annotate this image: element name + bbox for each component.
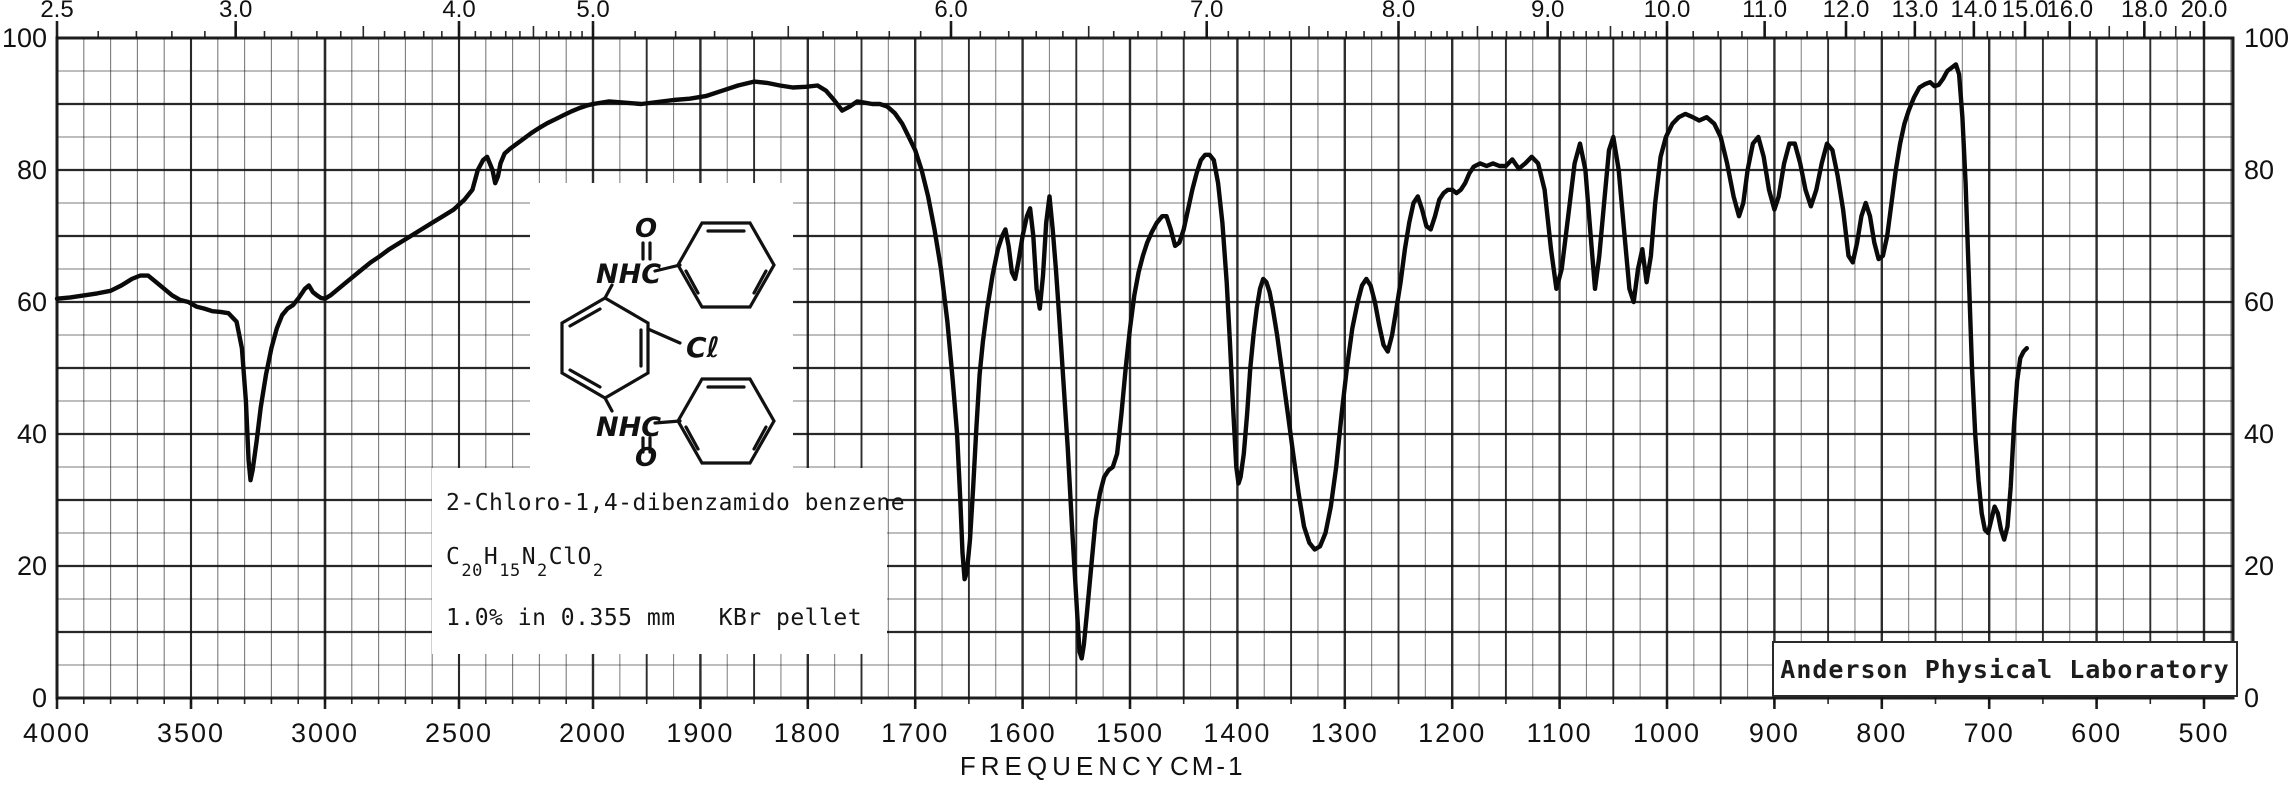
svg-text:3.0: 3.0 (219, 0, 252, 23)
x-axis-title: FREQUENCY (960, 751, 1168, 781)
svg-text:6.0: 6.0 (934, 0, 967, 23)
svg-text:4000: 4000 (23, 718, 91, 748)
bottom-axis-frequency: 4000 3500 3000 2500 2000 1900 1800 1700 1600 1500… (23, 698, 2229, 781)
molecule-structure: O NHC Cℓ NHC O (560, 214, 776, 473)
svg-text:9.0: 9.0 (1531, 0, 1564, 23)
svg-text:4.0: 4.0 (442, 0, 475, 23)
svg-text:12.0: 12.0 (1823, 0, 1870, 23)
svg-text:20: 20 (2244, 551, 2274, 581)
structure-drawing-box: O NHC Cℓ NHC O (530, 183, 793, 473)
spectrum-curve (54, 62, 2029, 661)
svg-text:100: 100 (2, 23, 47, 53)
svg-text:15.0: 15.0 (2002, 0, 2049, 23)
grid (55, 36, 2235, 700)
svg-text:14.0: 14.0 (1950, 0, 1997, 23)
compound-name: 2-Chloro-1,4-dibenzamido benzene (446, 490, 906, 516)
svg-text:800: 800 (1856, 718, 1907, 748)
x-axis-units: CM-1 (1170, 751, 1246, 781)
bottom-amide-label: NHC (596, 412, 661, 443)
svg-text:13.0: 13.0 (1891, 0, 1938, 23)
laboratory-stamp: Anderson Physical Laboratory (1772, 641, 2238, 697)
svg-text:1100: 1100 (1527, 718, 1593, 748)
svg-text:20: 20 (17, 551, 47, 581)
svg-text:7.0: 7.0 (1190, 0, 1223, 23)
svg-text:2.5: 2.5 (40, 0, 73, 23)
svg-text:1600: 1600 (989, 718, 1057, 748)
svg-text:1900: 1900 (666, 718, 734, 748)
svg-text:20.0: 20.0 (2181, 0, 2228, 23)
svg-text:60: 60 (2244, 287, 2274, 317)
svg-text:500: 500 (2178, 718, 2229, 748)
sample-info-box: 2-Chloro-1,4-dibenzamido benzene C20H15N… (432, 468, 906, 654)
svg-text:1300: 1300 (1311, 718, 1379, 748)
svg-text:40: 40 (17, 419, 47, 449)
svg-text:100: 100 (2244, 23, 2289, 53)
svg-text:1800: 1800 (774, 718, 842, 748)
svg-text:3000: 3000 (291, 718, 359, 748)
svg-text:0: 0 (32, 683, 47, 713)
top-axis-microns: 2.5 3.0 4.0 5.0 6.0 7.0 8.0 9.0 10.0 11.0 12.0 13.0… (40, 0, 2227, 38)
svg-text:900: 900 (1749, 718, 1800, 748)
svg-text:1000: 1000 (1633, 718, 1701, 748)
svg-text:60: 60 (17, 287, 47, 317)
svg-text:5.0: 5.0 (576, 0, 609, 23)
svg-text:8.0: 8.0 (1382, 0, 1415, 23)
chemical-formula: C20H15N2ClO2 (446, 544, 604, 581)
svg-text:1700: 1700 (881, 718, 949, 748)
svg-text:1500: 1500 (1096, 718, 1164, 748)
svg-text:2000: 2000 (559, 718, 627, 748)
svg-text:10.0: 10.0 (1644, 0, 1691, 23)
top-amide-label: NHC (596, 259, 661, 290)
svg-text:16.0: 16.0 (2046, 0, 2093, 23)
top-oxygen-label: O (635, 214, 657, 244)
svg-text:11.0: 11.0 (1742, 0, 1787, 23)
svg-text:1400: 1400 (1203, 718, 1271, 748)
chlorine-label: Cℓ (686, 331, 720, 364)
svg-text:2500: 2500 (425, 718, 493, 748)
svg-text:1200: 1200 (1418, 718, 1486, 748)
svg-text:3500: 3500 (157, 718, 225, 748)
laboratory-stamp-text: Anderson Physical Laboratory (1780, 654, 2230, 684)
sample-preparation: 1.0% in 0.355 mm KBr pellet (446, 604, 863, 631)
structure-bonds (560, 221, 776, 465)
y-axis-labels: 100 100 80 80 60 60 40 40 20 20 0 0 (2, 23, 2289, 713)
svg-text:80: 80 (17, 155, 47, 185)
svg-text:600: 600 (2071, 718, 2122, 748)
svg-text:80: 80 (2244, 155, 2274, 185)
svg-text:40: 40 (2244, 419, 2274, 449)
svg-text:0: 0 (2244, 683, 2259, 713)
svg-text:18.0: 18.0 (2121, 0, 2168, 23)
svg-text:700: 700 (1964, 718, 2015, 748)
bottom-oxygen-label: O (635, 443, 657, 468)
